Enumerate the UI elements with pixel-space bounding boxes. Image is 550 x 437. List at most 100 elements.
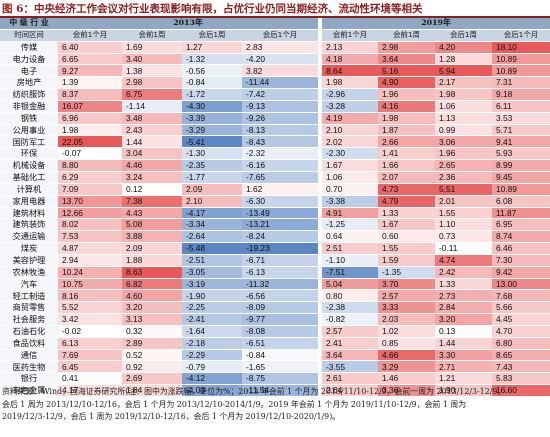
value-cell: 1.10 — [435, 218, 492, 232]
industry-name: 家用电器 — [0, 195, 58, 208]
value-cell: -1.64 — [182, 325, 242, 338]
note-line: 2019/12/3-12/9，会后 1 周为 2019/12/10-12/16，… — [2, 412, 341, 422]
value-cell: 2.10 — [182, 195, 242, 208]
value-cell: 0.52 — [122, 349, 182, 362]
column-gap — [318, 171, 322, 184]
value-cell: 2.98 — [378, 41, 435, 54]
value-cell: 3.64 — [378, 53, 435, 66]
column-gap — [318, 278, 322, 291]
industry-name: 公用事业 — [0, 124, 58, 137]
column-gap — [318, 349, 322, 362]
value-cell: 1.90 — [435, 384, 492, 397]
value-cell: 7.68 — [492, 289, 550, 303]
value-cell: 3.42 — [58, 313, 122, 326]
value-cell: 1.87 — [378, 124, 435, 137]
column-header: 会后1个月 — [492, 29, 550, 42]
table-row: 电子 9.27 1.38 -0.56 3.82 8.64 5.16 5.94 10.89 — [0, 64, 550, 78]
value-cell: 3.36 — [378, 384, 435, 397]
table-row: 商贸零售 5.52 3.20 -2.25 -8.09 -2.38 3.33 2.84 5.66 — [0, 301, 550, 315]
value-cell: 1.98 — [378, 112, 435, 125]
table-row: 交通运输 7.53 3.88 -2.64 -8.24 0.64 0.60 0.73 8.74 — [0, 230, 550, 244]
table-row: 纺织服饰 8.37 6.75 -1.72 -7.42 -2.96 1.96 1.98 9.18 — [0, 88, 550, 101]
industry-name: 计算机 — [0, 183, 58, 196]
value-cell: 0.99 — [435, 124, 492, 137]
value-cell: -6.71 — [242, 254, 318, 267]
value-cell: -13.21 — [242, 218, 318, 232]
value-cell: 11.87 — [492, 207, 550, 220]
value-cell: 1.59 — [378, 254, 435, 267]
value-cell: -11.44 — [242, 76, 318, 90]
value-cell: 1.67 — [378, 218, 435, 232]
value-cell: 1.69 — [122, 41, 182, 54]
column-header: 会后1周 — [182, 29, 242, 42]
industry-name: 食品饮料 — [0, 337, 58, 350]
industry-name: 建筑装饰 — [0, 218, 58, 232]
value-cell: 4.17 — [58, 384, 122, 397]
value-cell: 1.28 — [435, 53, 492, 66]
value-cell: 3.48 — [122, 112, 182, 125]
value-cell: 2.07 — [378, 171, 435, 184]
column-gap — [318, 64, 322, 78]
value-cell: -5.41 — [182, 135, 242, 149]
industry-name: 环保 — [0, 147, 58, 161]
value-cell: -2.64 — [182, 230, 242, 244]
value-cell: 2.65 — [435, 159, 492, 172]
value-cell: 1.33 — [378, 207, 435, 220]
value-cell: 3.40 — [122, 53, 182, 66]
table-row: 轻工制造 8.16 4.60 -1.90 -6.56 0.80 2.57 2.73 7.68 — [0, 289, 550, 303]
value-cell: 1.39 — [58, 76, 122, 90]
value-cell: -2.96 — [322, 88, 378, 101]
value-cell: 0.13 — [435, 325, 492, 338]
value-cell: 1.38 — [122, 64, 182, 78]
value-cell: -4.30 — [182, 100, 242, 113]
column-gap — [318, 384, 322, 397]
table-row: 电力设备 6.65 3.40 -1.32 -4.20 4.18 3.64 1.28 10.89 — [0, 53, 550, 66]
column-header: 会前1个月 — [322, 29, 378, 42]
value-cell: 0.41 — [58, 372, 122, 386]
column-gap — [318, 242, 322, 255]
value-cell: 9.27 — [58, 64, 122, 78]
value-cell: 10.24 — [58, 266, 122, 279]
table-row: 建筑装饰 8.02 5.08 -3.34 -13.21 -1.25 1.67 1.10 6.95 — [0, 218, 550, 232]
value-cell: 1.06 — [435, 100, 492, 113]
value-cell: -8.08 — [242, 325, 318, 338]
value-cell: 4.46 — [122, 159, 182, 172]
figure-title: 图 6：中央经济工作会议对行业表现影响有限，占优行业仍同当期经济、流动性环境等相… — [2, 2, 423, 15]
value-cell: 4.18 — [322, 53, 378, 66]
value-cell: 5.04 — [322, 278, 378, 291]
value-cell: -2.30 — [322, 147, 378, 161]
value-cell: 2.73 — [435, 289, 492, 303]
value-cell: -9.77 — [242, 313, 318, 326]
industry-name: 石油石化 — [0, 325, 58, 338]
value-cell: 2.17 — [435, 76, 492, 90]
value-cell: 3.29 — [378, 360, 435, 374]
value-cell: 18.10 — [492, 41, 550, 54]
value-cell: 0.92 — [122, 360, 182, 374]
value-cell: 9.45 — [492, 171, 550, 184]
value-cell: 1.98 — [435, 88, 492, 101]
value-cell: 2.41 — [322, 337, 378, 350]
table-row: 基础化工 6.29 3.24 -1.77 -7.65 1.06 2.07 2.36 9.45 — [0, 171, 550, 184]
value-cell: 8.02 — [58, 218, 122, 232]
column-gap — [318, 313, 322, 326]
value-cell: 0.70 — [322, 183, 378, 196]
value-cell: 4.87 — [58, 242, 122, 255]
value-cell: -6.56 — [242, 289, 318, 303]
value-cell: 2.43 — [122, 124, 182, 137]
value-cell: -1.77 — [182, 171, 242, 184]
value-cell: 8.99 — [492, 159, 550, 172]
value-cell: 7.31 — [492, 76, 550, 90]
column-gap — [318, 230, 322, 244]
value-cell: -6.51 — [242, 337, 318, 350]
value-cell: 3.13 — [122, 313, 182, 326]
industry-name: 煤炭 — [0, 242, 58, 255]
column-gap — [318, 112, 322, 125]
column-gap — [318, 53, 322, 66]
industry-name: 轻工制造 — [0, 289, 58, 303]
industry-name: 交通运输 — [0, 230, 58, 244]
column-gap — [318, 147, 322, 161]
value-cell: 1.55 — [435, 207, 492, 220]
value-cell: 8.74 — [492, 230, 550, 244]
value-cell: 3.70 — [378, 278, 435, 291]
column-gap — [318, 29, 322, 42]
